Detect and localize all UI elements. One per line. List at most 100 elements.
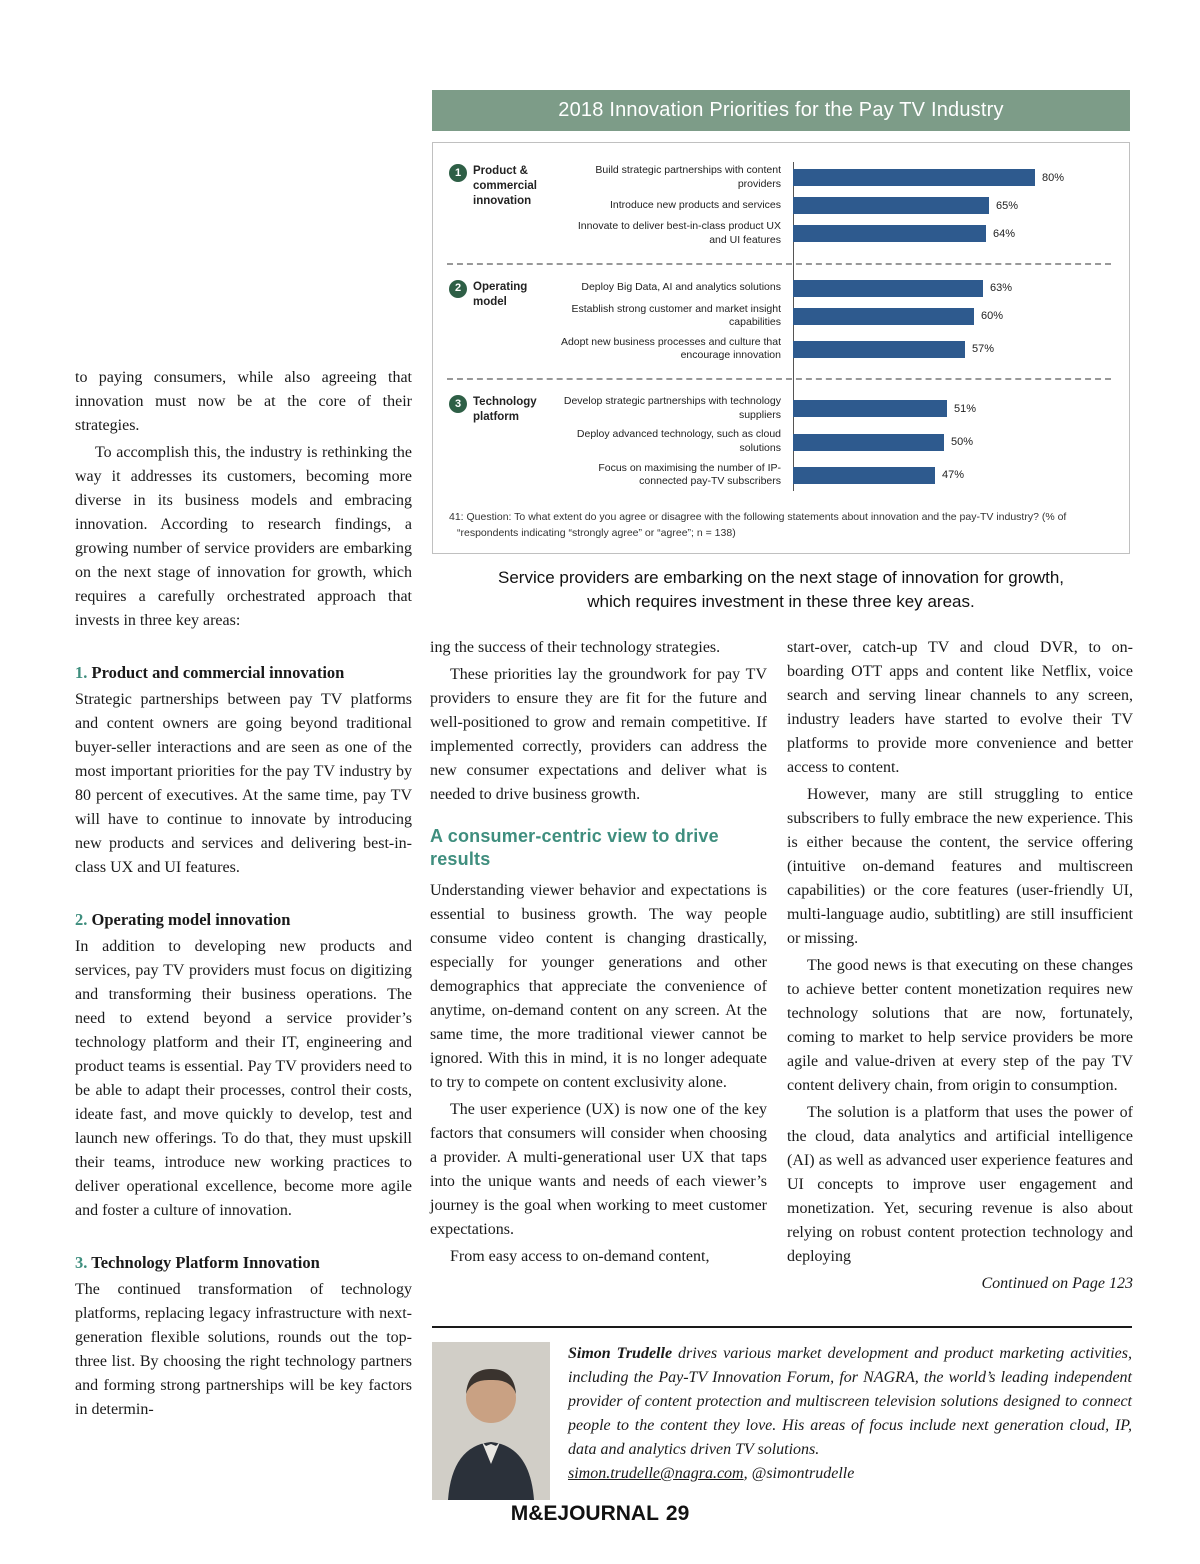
bar-value: 47% <box>942 469 965 482</box>
bar <box>793 197 989 215</box>
article-column-right: start-over, catch-up TV and cloud DVR, t… <box>787 636 1133 1299</box>
author-contact: simon.trudelle@nagra.com, @simontrudelle <box>432 1462 1132 1486</box>
group-divider <box>447 262 1111 265</box>
group-number-badge: 2 <box>449 279 467 298</box>
paragraph: From easy access to on-demand content, <box>450 1247 710 1265</box>
continued-notice: Continued on Page 123 <box>981 1275 1133 1292</box>
chart-groups: 1 Product & commercial innovation Build st… <box>447 159 1111 494</box>
bar-area: 64% <box>793 225 1111 243</box>
bar-label: Innovate to deliver best-in-class produc… <box>577 220 781 246</box>
bar-area: 47% <box>793 466 1111 484</box>
section-number: 3. <box>75 1253 88 1272</box>
bar <box>793 433 944 451</box>
bar-label: Develop strategic partnerships with tech… <box>563 395 781 421</box>
bar <box>793 307 974 325</box>
chart-group-label: 1 Product & commercial innovation <box>449 164 555 209</box>
bar-value: 60% <box>981 310 1004 323</box>
bar-area: 51% <box>793 400 1111 418</box>
journal-footer: M&EJOURNAL 29 <box>0 1502 1200 1526</box>
chart-group-label: 3 Technology platform <box>449 395 555 425</box>
paragraph: The continued transformation of technolo… <box>75 1281 412 1418</box>
innovation-priorities-chart: 2018 Innovation Priorities for the Pay T… <box>432 90 1130 555</box>
author-email-link[interactable]: simon.trudelle@nagra.com <box>568 1465 744 1482</box>
bar-label: Deploy advanced technology, such as clou… <box>576 428 781 455</box>
author-handle: , @simontrudelle <box>743 1465 855 1482</box>
article-column-left: to paying consumers, while also agreeing… <box>75 366 412 1425</box>
chart-axis-line <box>793 162 794 491</box>
bar-label: Build strategic partnerships with conten… <box>595 164 781 190</box>
bar <box>793 466 935 484</box>
paragraph: The solution is a platform that uses the… <box>787 1104 1133 1265</box>
chart-group-2: 2 Operating model Deploy Big Data, AI and … <box>447 275 1111 369</box>
journal-brand: M&EJOURNAL <box>510 1502 659 1525</box>
paragraph: These priorities lay the groundwork for … <box>430 666 767 803</box>
bar-row: Establish strong customer and market ins… <box>447 300 1111 333</box>
chart-group-label: 2 Operating model <box>449 279 555 310</box>
section-heading-2: 2. Operating model innovation <box>75 908 412 932</box>
bar <box>793 400 947 418</box>
paragraph: Understanding viewer behavior and expect… <box>430 881 767 1091</box>
subsection-heading: A consumer-centric view to drive results <box>430 826 719 870</box>
group-number-badge: 3 <box>449 395 467 414</box>
bar-value: 57% <box>972 343 995 356</box>
bar-value: 80% <box>1042 171 1065 184</box>
bar-area: 80% <box>793 169 1111 187</box>
bar-row: Deploy advanced technology, such as clou… <box>447 425 1111 458</box>
bar-row: Introduce new products and services 65% <box>447 194 1111 217</box>
section-title: Technology Platform Innovation <box>91 1253 320 1272</box>
section-title: Operating model innovation <box>91 910 291 929</box>
paragraph: Strategic partnerships between pay TV pl… <box>75 691 412 876</box>
bar-row: Focus on maximising the number of IP-con… <box>447 459 1111 492</box>
bar-row: Adopt new business processes and culture… <box>447 333 1111 366</box>
bar-area: 57% <box>793 340 1111 358</box>
bar <box>793 225 986 243</box>
section-title: Product and commercial innovation <box>91 663 345 682</box>
article-column-middle: ing the success of their technology stra… <box>430 636 767 1272</box>
chart-title-bar: 2018 Innovation Priorities for the Pay T… <box>432 90 1130 131</box>
section-number: 1. <box>75 663 88 682</box>
paragraph: The good news is that executing on these… <box>787 957 1133 1094</box>
bar-value: 50% <box>951 436 974 449</box>
section-number: 2. <box>75 910 88 929</box>
bar-label: Introduce new products and services <box>609 198 781 211</box>
author-bio: Simon Trudelle drives various market dev… <box>432 1326 1132 1500</box>
paragraph: ing the success of their technology stra… <box>430 639 721 656</box>
bar <box>793 340 965 358</box>
bar-label: Deploy Big Data, AI and analytics soluti… <box>581 281 781 294</box>
chart-caption: Service providers are embarking on the n… <box>497 568 1065 612</box>
group-name: Technology platform <box>473 396 537 424</box>
author-bio-body: drives various market development and pr… <box>568 1345 1132 1458</box>
bar-chart: 1 Product & commercial innovation Build st… <box>432 142 1130 555</box>
paragraph: The user experience (UX) is now one of t… <box>430 1100 767 1238</box>
section-heading-1: 1. Product and commercial innovation <box>75 661 412 685</box>
author-photo <box>432 1342 550 1500</box>
bar-value: 65% <box>996 199 1019 212</box>
group-name: Product & commercial innovation <box>473 165 537 207</box>
section-heading-3: 3. Technology Platform Innovation <box>75 1251 412 1275</box>
bar-value: 63% <box>990 282 1013 295</box>
paragraph: start-over, catch-up TV and cloud DVR, t… <box>787 639 1133 776</box>
group-number-badge: 1 <box>449 164 467 182</box>
group-name: Operating model <box>473 280 528 308</box>
author-photo-image <box>432 1342 550 1500</box>
bar <box>793 279 983 297</box>
bar-area: 65% <box>793 197 1111 215</box>
chart-group-1: 1 Product & commercial innovation Build st… <box>447 159 1111 253</box>
paragraph: To accomplish this, the industry is reth… <box>75 444 412 629</box>
group-divider <box>447 378 1111 381</box>
bar-row: Develop strategic partnerships with tech… <box>447 392 1111 425</box>
chart-group-3: 3 Technology platform Develop strategic pa… <box>447 390 1111 494</box>
paragraph: However, many are still struggling to en… <box>787 786 1133 947</box>
bar-area: 63% <box>793 279 1111 297</box>
bar-label: Focus on maximising the number of IP-con… <box>598 461 781 488</box>
bar-label: Adopt new business processes and culture… <box>560 335 781 362</box>
bar-row: Innovate to deliver best-in-class produc… <box>447 217 1111 250</box>
bar <box>793 169 1035 187</box>
author-name: Simon Trudelle <box>568 1345 673 1362</box>
bar-row: Build strategic partnerships with conten… <box>447 161 1111 194</box>
paragraph: In addition to developing new products a… <box>75 938 412 1219</box>
bar-row: Deploy Big Data, AI and analytics soluti… <box>447 277 1111 300</box>
bar-area: 50% <box>793 433 1111 451</box>
paragraph: to paying consumers, while also agreeing… <box>75 369 412 434</box>
